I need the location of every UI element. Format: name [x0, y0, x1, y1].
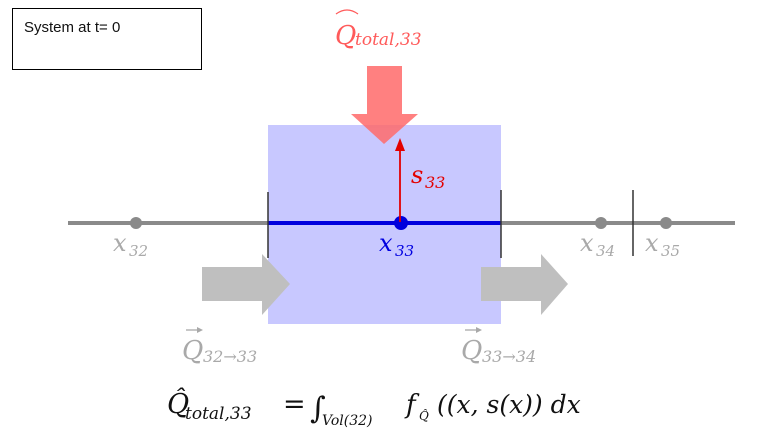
- svg-text:s: s: [411, 161, 423, 189]
- equation: Q̂ total,33 = ∫ Vol(32) f Q̂ ((x, s(x)) …: [167, 387, 581, 429]
- heat-input-arrow: [351, 66, 418, 144]
- svg-text:x: x: [645, 229, 659, 257]
- node-label-32: x 32: [113, 229, 148, 260]
- svg-text:x: x: [379, 229, 393, 257]
- node-label-34: x 34: [580, 229, 615, 260]
- node-35: [660, 217, 672, 229]
- svg-text:Q: Q: [461, 336, 482, 366]
- svg-text:=: =: [283, 389, 306, 420]
- node-label-35: x 35: [645, 229, 680, 260]
- svg-text:Q̂: Q̂: [167, 387, 189, 420]
- svg-text:34: 34: [596, 242, 615, 260]
- svg-text:total,33: total,33: [355, 30, 422, 50]
- state-label: s 33: [411, 161, 445, 192]
- svg-text:32→33: 32→33: [203, 347, 257, 366]
- svg-text:33→34: 33→34: [482, 347, 536, 366]
- svg-text:Q̂: Q̂: [419, 408, 429, 423]
- svg-text:35: 35: [661, 242, 680, 260]
- node-label-33: x 33: [379, 229, 414, 260]
- svg-text:33: 33: [395, 242, 414, 260]
- svg-text:Q: Q: [182, 336, 203, 366]
- heat-input-label: Q total,33: [335, 9, 422, 51]
- flux-label-32-33: Q 32→33: [182, 327, 257, 366]
- svg-text:32: 32: [129, 242, 148, 260]
- node-34: [595, 217, 607, 229]
- title-box: System at t= 0: [12, 8, 202, 70]
- node-33: [394, 216, 408, 230]
- title-text: System at t= 0: [24, 19, 121, 36]
- svg-text:total,33: total,33: [185, 404, 252, 424]
- svg-text:33: 33: [425, 173, 445, 192]
- svg-text:Vol(32): Vol(32): [322, 413, 372, 429]
- flux-arrow-33-34: [481, 254, 568, 315]
- svg-text:f: f: [404, 390, 420, 420]
- svg-text:x: x: [113, 229, 127, 257]
- node-32: [130, 217, 142, 229]
- svg-text:∫: ∫: [310, 391, 326, 426]
- svg-text:((x, s(x)) dx: ((x, s(x)) dx: [437, 390, 581, 419]
- svg-text:Q: Q: [335, 21, 356, 51]
- flux-label-33-34: Q 33→34: [461, 327, 536, 366]
- svg-text:x: x: [580, 229, 594, 257]
- flux-arrow-32-33: [202, 254, 290, 315]
- state-arrow: [395, 138, 405, 222]
